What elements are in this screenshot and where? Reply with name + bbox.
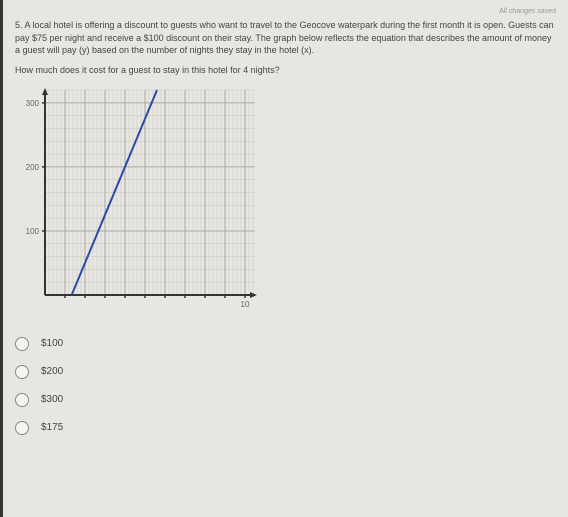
radio-icon <box>15 393 29 407</box>
option-label: $100 <box>41 338 63 349</box>
option-a[interactable]: $100 <box>15 337 556 351</box>
option-c[interactable]: $300 <box>15 393 556 407</box>
option-b[interactable]: $200 <box>15 365 556 379</box>
svg-text:200: 200 <box>26 163 40 172</box>
svg-text:300: 300 <box>26 99 40 108</box>
option-label: $175 <box>41 422 63 433</box>
option-label: $300 <box>41 394 63 405</box>
option-d[interactable]: $175 <box>15 421 556 435</box>
option-label: $200 <box>41 366 63 377</box>
chart-container: 100 200 300 10 <box>15 85 265 325</box>
problem-line1: A local hotel is offering a discount to … <box>25 20 506 30</box>
radio-icon <box>15 337 29 351</box>
svg-text:100: 100 <box>26 227 40 236</box>
radio-icon <box>15 365 29 379</box>
radio-icon <box>15 421 29 435</box>
line-chart: 100 200 300 10 <box>15 85 265 315</box>
svg-text:10: 10 <box>241 300 250 309</box>
save-status: All changes saved <box>15 8 556 15</box>
problem-number: 5. <box>15 20 23 30</box>
answer-options: $100 $200 $300 $175 <box>15 337 556 435</box>
problem-statement: 5. A local hotel is offering a discount … <box>15 19 556 57</box>
question-text: How much does it cost for a guest to sta… <box>15 65 556 75</box>
